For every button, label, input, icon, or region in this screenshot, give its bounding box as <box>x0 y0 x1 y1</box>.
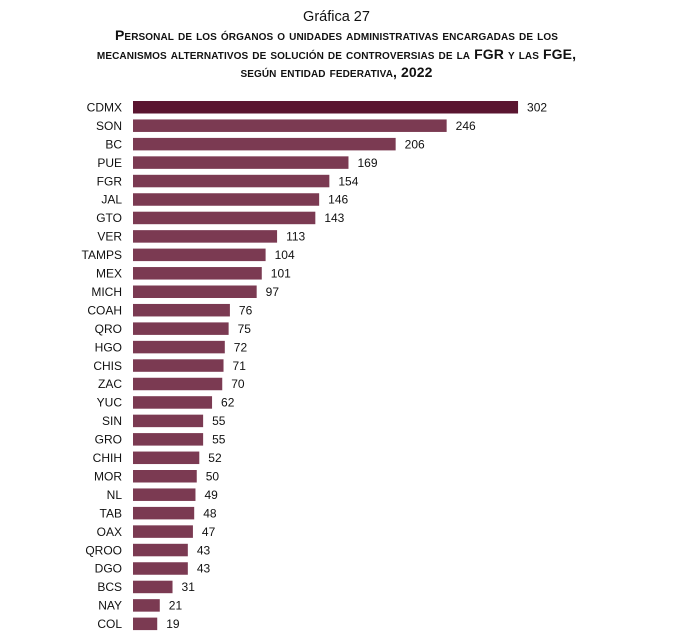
bar-hgo <box>133 340 225 354</box>
bar-yuc <box>133 396 213 409</box>
chart-title: Personal de los órganos o unidades admin… <box>7 26 667 82</box>
value-label: 146 <box>328 193 348 207</box>
category-label: HGO <box>95 340 122 354</box>
bar-coah <box>133 303 230 317</box>
category-label: BC <box>105 137 122 151</box>
bar-chih <box>133 451 200 465</box>
bar-gto <box>133 211 316 225</box>
category-label: BCS <box>97 580 122 594</box>
category-label: YUC <box>97 396 123 410</box>
category-label: ZAC <box>98 377 122 391</box>
value-label: 70 <box>231 377 245 391</box>
value-label: 62 <box>221 396 235 410</box>
category-label: TAMPS <box>82 248 122 262</box>
bar-qro <box>133 322 229 335</box>
value-label: 50 <box>206 469 220 483</box>
category-label: MICH <box>91 285 122 299</box>
value-label: 302 <box>527 100 547 114</box>
category-label: COAH <box>87 303 122 317</box>
value-label: 169 <box>357 156 377 170</box>
bar-qroo <box>133 543 188 557</box>
bar-zac <box>133 377 223 391</box>
value-label: 246 <box>456 119 476 133</box>
value-label: 21 <box>169 599 183 613</box>
bar-tamps <box>133 248 266 262</box>
value-label: 154 <box>338 174 358 188</box>
bar-fgr <box>133 174 330 188</box>
category-label: SIN <box>102 414 122 428</box>
bar-son <box>133 119 447 132</box>
value-label: 43 <box>197 543 211 557</box>
bar-mor <box>133 470 197 483</box>
category-label: OAX <box>97 525 122 539</box>
category-label: QROO <box>85 543 122 557</box>
bar-pue <box>133 156 349 169</box>
value-label: 31 <box>182 580 196 594</box>
value-label: 43 <box>197 562 211 576</box>
category-label: VER <box>97 230 122 244</box>
category-label: CHIH <box>93 451 122 465</box>
value-label: 71 <box>233 359 247 373</box>
category-label: JAL <box>101 193 122 207</box>
category-label: MEX <box>96 267 122 281</box>
value-label: 19 <box>166 617 180 631</box>
value-label: 76 <box>239 303 253 317</box>
chart-title-line-3: según entidad federativa, 2022 <box>240 64 433 80</box>
value-label: 55 <box>212 433 226 447</box>
value-label: 75 <box>238 322 252 336</box>
value-label: 48 <box>203 506 217 520</box>
value-label: 104 <box>275 248 295 262</box>
chart-title-line-1: Personal de los órganos o unidades admin… <box>114 27 558 43</box>
bar-dgo <box>133 562 188 575</box>
category-label: DGO <box>95 562 122 576</box>
bar-col <box>133 617 158 631</box>
chart-title-line-2: mecanismos alternativos de solución de c… <box>96 45 577 62</box>
category-label: NAY <box>98 599 122 613</box>
value-label: 52 <box>208 451 222 465</box>
category-label: MOR <box>94 469 122 483</box>
value-label: 206 <box>405 137 425 151</box>
value-label: 143 <box>324 211 344 225</box>
bar-mich <box>133 285 257 298</box>
bar-mex <box>133 267 262 280</box>
category-label: COL <box>97 617 122 631</box>
bar-jal <box>133 193 320 206</box>
category-label: PUE <box>97 156 122 170</box>
bar-cdmx <box>133 101 519 114</box>
bar-ver <box>133 230 278 243</box>
value-label: 72 <box>234 340 248 354</box>
category-label: CHIS <box>93 359 122 373</box>
category-label: SON <box>96 119 122 133</box>
category-label: CDMX <box>87 100 122 114</box>
bar-nay <box>133 599 160 612</box>
bar-tab <box>133 506 195 520</box>
chart-header: Gráfica 27 Personal de los órganos o uni… <box>0 8 673 82</box>
bar-nl <box>133 488 196 501</box>
bar-bcs <box>133 580 173 594</box>
bar-oax <box>133 525 193 538</box>
category-label: QRO <box>95 322 122 336</box>
value-label: 47 <box>202 525 216 539</box>
category-label: TAB <box>100 506 122 520</box>
bar-gro <box>133 433 204 446</box>
bar-bc <box>133 137 396 151</box>
value-label: 97 <box>266 285 280 299</box>
bar-chis <box>133 359 224 372</box>
value-label: 55 <box>212 414 226 428</box>
value-label: 101 <box>271 267 291 281</box>
value-label: 113 <box>286 230 305 244</box>
category-label: NL <box>107 488 123 502</box>
chart-number: Gráfica 27 <box>303 9 370 25</box>
bar-sin <box>133 414 204 428</box>
category-label: GRO <box>95 433 122 447</box>
value-label: 49 <box>204 488 218 502</box>
category-label: GTO <box>96 211 122 225</box>
category-label: FGR <box>97 174 123 188</box>
